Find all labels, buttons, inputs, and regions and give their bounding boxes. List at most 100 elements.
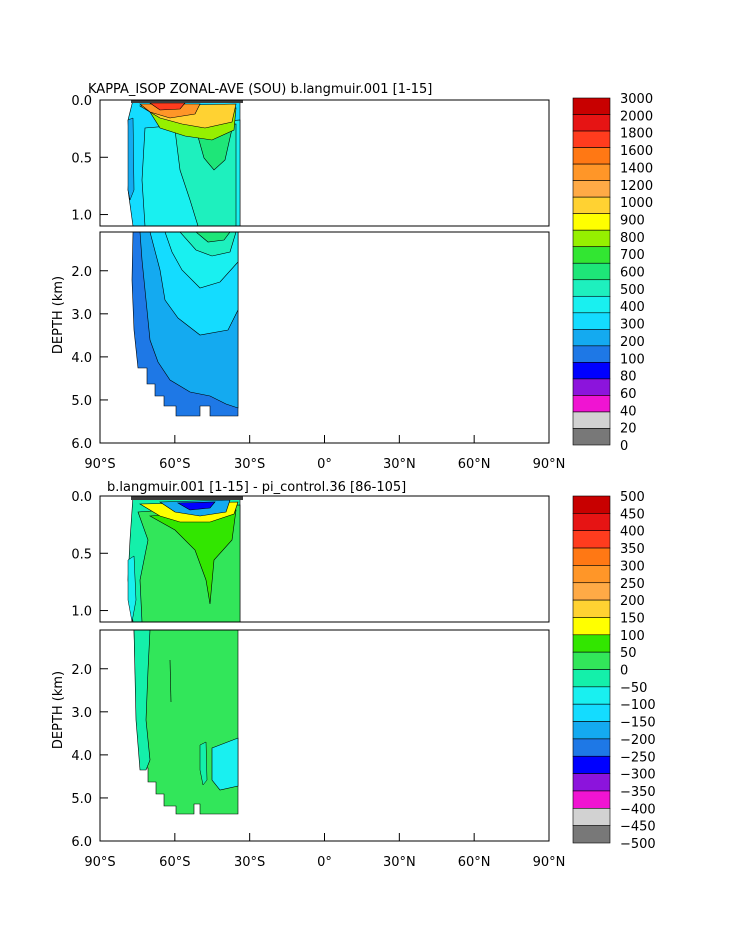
colorbar-swatch (572, 362, 611, 380)
y-tick-label: 0.5 (71, 547, 92, 562)
colorbar-swatch (572, 262, 611, 281)
x-tick-label: 90°N (533, 855, 566, 870)
colorbar-swatch (572, 213, 611, 231)
colorbar-label: −300 (620, 768, 656, 783)
y-tick-label: 0.5 (71, 151, 92, 166)
colorbar-swatch (572, 634, 611, 653)
colorbar-label: 350 (620, 542, 645, 557)
x-tick-label: 60°N (458, 457, 491, 472)
panel-1-title: KAPPA_ISOP ZONAL-AVE (SOU) b.langmuir.00… (88, 82, 432, 97)
panel-1-upper-field (127, 100, 243, 226)
panel-1-lower-plot (99, 231, 550, 444)
colorbar-swatch (572, 295, 611, 314)
colorbar-label: 400 (620, 525, 645, 540)
panel-2-y-ticks: 0.0 0.5 1.0 2.0 3.0 4.0 5.0 6.0 (71, 490, 108, 850)
colorbar-swatch (572, 582, 611, 601)
x-tick-label: 30°N (383, 457, 416, 472)
panel-1-x-ticks: 90°S 60°S 30°S 0° 30°N 60°N 90°N (84, 435, 565, 472)
colorbar-swatch (572, 651, 611, 670)
y-tick-label: 0.0 (71, 490, 92, 505)
panel-2-lower-plot (99, 629, 550, 842)
colorbar-swatch (572, 825, 611, 844)
y-tick-label: 0.0 (71, 94, 92, 109)
y-tick-label: 6.0 (71, 437, 92, 452)
y-tick-label: 5.0 (71, 792, 92, 807)
panel-1-lower-field (131, 232, 239, 417)
y-tick-label: 2.0 (71, 663, 92, 678)
colorbar-label: 40 (620, 404, 637, 419)
x-tick-label: 30°S (234, 855, 265, 870)
colorbar-swatch (572, 279, 611, 297)
colorbar-swatch (572, 513, 611, 531)
panel-1-colorbar: 3000200018001600140012001000900800700600… (572, 92, 653, 454)
panel-1-y-ticks: 0.0 0.5 1.0 2.0 3.0 4.0 5.0 6.0 (71, 94, 108, 452)
field-region-1200 (139, 103, 201, 119)
x-tick-label: 0° (317, 457, 332, 472)
colorbar-label: −450 (620, 820, 656, 835)
field-region-100 (148, 509, 237, 605)
colorbar-label: −500 (620, 837, 656, 852)
panel-2-colorbar: 500450400350300250200150100500−50−100−15… (572, 490, 656, 852)
colorbar-label: 0 (620, 439, 628, 454)
colorbar-swatch (572, 773, 611, 792)
colorbar-label: 3000 (620, 92, 653, 107)
colorbar-label: 200 (620, 335, 645, 350)
field-region-0-patch (199, 741, 208, 786)
x-tick-label: 30°N (383, 855, 416, 870)
colorbar-label: 300 (620, 318, 645, 333)
colorbar-label: 700 (620, 248, 645, 263)
colorbar-swatch (572, 721, 611, 740)
colorbar-swatch (572, 411, 611, 429)
colorbar-swatch (572, 599, 611, 618)
colorbar-label: −400 (620, 802, 656, 817)
x-tick-label: 90°N (533, 457, 566, 472)
colorbar-label: 50 (620, 646, 637, 661)
colorbar-label: 1200 (620, 179, 653, 194)
x-tick-label: 60°N (458, 855, 491, 870)
field-surface-band (131, 496, 243, 500)
colorbar-label: 1600 (620, 144, 653, 159)
field-region-minus250 (176, 501, 216, 511)
panel-1-ylabel: DEPTH (km) (51, 276, 66, 354)
y-tick-label: 4.0 (71, 351, 92, 366)
colorbar-label: 0 (620, 664, 628, 679)
panel-2-ylabel: DEPTH (km) (51, 671, 66, 749)
colorbar-swatch (572, 495, 611, 514)
colorbar-label: 300 (620, 559, 645, 574)
colorbar-swatch (572, 180, 611, 198)
colorbar-swatch (572, 790, 611, 809)
colorbar-label: 250 (620, 577, 645, 592)
colorbar-label: −250 (620, 750, 656, 765)
colorbar-swatch (572, 246, 611, 264)
colorbar-swatch (572, 229, 611, 248)
panel-2-lower-field (133, 630, 239, 815)
colorbar-swatch (572, 312, 611, 330)
colorbar-swatch (572, 329, 611, 347)
x-tick-label: 90°S (84, 855, 115, 870)
colorbar-swatch (572, 617, 611, 636)
colorbar-label: 150 (620, 611, 645, 626)
colorbar-swatch (572, 147, 611, 165)
colorbar-swatch (572, 703, 611, 722)
colorbar-label: 1000 (620, 196, 653, 211)
colorbar-swatch (572, 686, 611, 705)
colorbar-label: 100 (620, 352, 645, 367)
colorbar-label: 500 (620, 283, 645, 298)
colorbar-swatch (572, 669, 611, 688)
panel-1-upper-plot (99, 99, 550, 227)
panel-1: KAPPA_ISOP ZONAL-AVE (SOU) b.langmuir.00… (51, 82, 653, 472)
colorbar-label: 400 (620, 300, 645, 315)
colorbar-label: −50 (620, 681, 647, 696)
colorbar-label: 900 (620, 213, 645, 228)
colorbar-swatch (572, 738, 611, 757)
colorbar-swatch (572, 755, 611, 774)
colorbar-label: 600 (620, 266, 645, 281)
colorbar-swatch (572, 345, 611, 363)
colorbar-label: 100 (620, 629, 645, 644)
x-tick-label: 60°S (159, 457, 190, 472)
colorbar-label: −100 (620, 698, 656, 713)
colorbar-label: 80 (620, 370, 637, 385)
field-region-minus50-strip (169, 659, 172, 703)
y-tick-label: 3.0 (71, 308, 92, 323)
colorbar-swatch (572, 565, 611, 584)
